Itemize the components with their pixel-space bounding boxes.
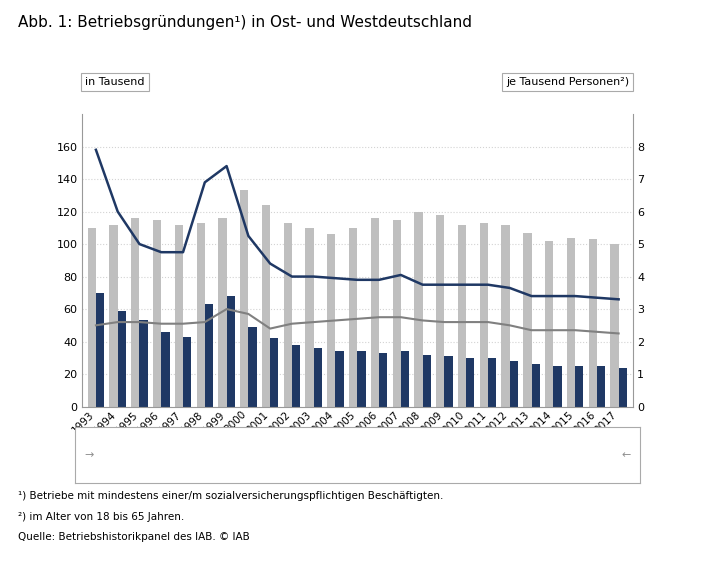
Bar [575, 366, 583, 407]
Bar [349, 228, 358, 407]
Text: ²) im Alter von 18 bis 65 Jahren.: ²) im Alter von 18 bis 65 Jahren. [18, 512, 184, 522]
Bar [284, 223, 292, 407]
Bar [306, 228, 314, 407]
Bar [422, 355, 431, 407]
Bar [118, 311, 126, 407]
Bar [327, 235, 336, 407]
Bar [139, 321, 148, 407]
Bar [161, 332, 169, 407]
Bar [96, 293, 105, 407]
Bar [610, 244, 619, 407]
Bar [444, 356, 453, 407]
Bar [597, 366, 605, 407]
Bar [480, 223, 488, 407]
Text: ←: ← [621, 450, 631, 460]
Bar [248, 327, 257, 407]
Bar [510, 361, 518, 407]
Bar [553, 366, 562, 407]
Bar [379, 353, 387, 407]
Bar [205, 304, 213, 407]
Bar [501, 225, 510, 407]
Bar [589, 239, 597, 407]
Text: ¹) Betriebe mit mindestens einer/m sozialversicherungspflichtigen Beschäftigten.: ¹) Betriebe mit mindestens einer/m sozia… [18, 491, 443, 501]
Bar [370, 218, 379, 407]
Bar [358, 352, 365, 407]
Bar [87, 228, 96, 407]
Bar [392, 220, 401, 407]
Bar [153, 220, 161, 407]
Bar [545, 241, 553, 407]
Bar [314, 348, 322, 407]
Text: →: → [84, 450, 93, 460]
Legend: Ostdeutschland, Westdeutschland: Ostdeutschland, Westdeutschland [482, 434, 629, 474]
Text: in Tausend: in Tausend [85, 77, 145, 87]
Bar [240, 191, 248, 407]
Bar [488, 358, 496, 407]
Bar [270, 338, 279, 407]
Bar [415, 212, 422, 407]
Bar [292, 345, 300, 407]
Bar [466, 358, 474, 407]
Bar [183, 337, 191, 407]
Bar [262, 205, 270, 407]
Text: Quelle: Betriebshistorikpanel des IAB. © IAB: Quelle: Betriebshistorikpanel des IAB. ©… [18, 532, 250, 542]
Bar [523, 233, 532, 407]
Bar [436, 215, 444, 407]
Bar [567, 238, 575, 407]
Bar [109, 225, 118, 407]
Bar [336, 352, 344, 407]
Bar [532, 364, 540, 407]
Bar [458, 225, 466, 407]
Bar [619, 367, 627, 407]
Bar [175, 225, 183, 407]
Bar [196, 223, 205, 407]
Text: Abb. 1: Betriebsgründungen¹) in Ost- und Westdeutschland: Abb. 1: Betriebsgründungen¹) in Ost- und… [18, 15, 472, 30]
Bar [401, 352, 409, 407]
Bar [132, 218, 139, 407]
Bar [218, 218, 227, 407]
Bar [227, 296, 235, 407]
Text: je Tausend Personen²): je Tausend Personen²) [506, 77, 629, 87]
